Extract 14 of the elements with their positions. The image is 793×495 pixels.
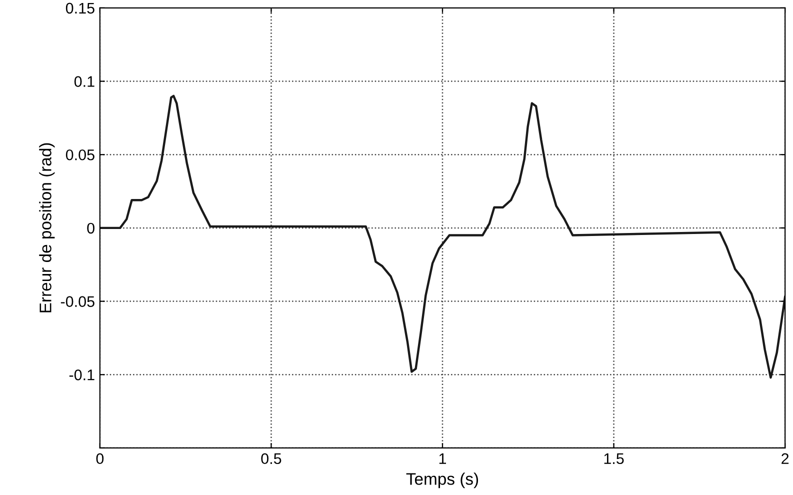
y-tick-label: -0.05: [60, 296, 94, 307]
y-tick-label: 0: [87, 222, 94, 234]
y-tick-label: 0.15: [66, 2, 94, 14]
x-tick-label: 1: [439, 453, 446, 464]
y-tick-label: -0.1: [69, 370, 94, 380]
line-series: [100, 94, 786, 379]
x-axis-title: Temps (s): [406, 472, 478, 488]
x-tick-label: 0.5: [261, 453, 282, 464]
x-tick-label: 0: [96, 453, 104, 464]
y-tick-label: 0.1: [74, 76, 94, 87]
y-tick-label: 0.05: [66, 149, 94, 160]
y-axis-title: Erreur de position (rad): [39, 143, 55, 312]
x-tick-label: 1.5: [604, 453, 624, 464]
x-tick-label: 2: [782, 453, 789, 464]
